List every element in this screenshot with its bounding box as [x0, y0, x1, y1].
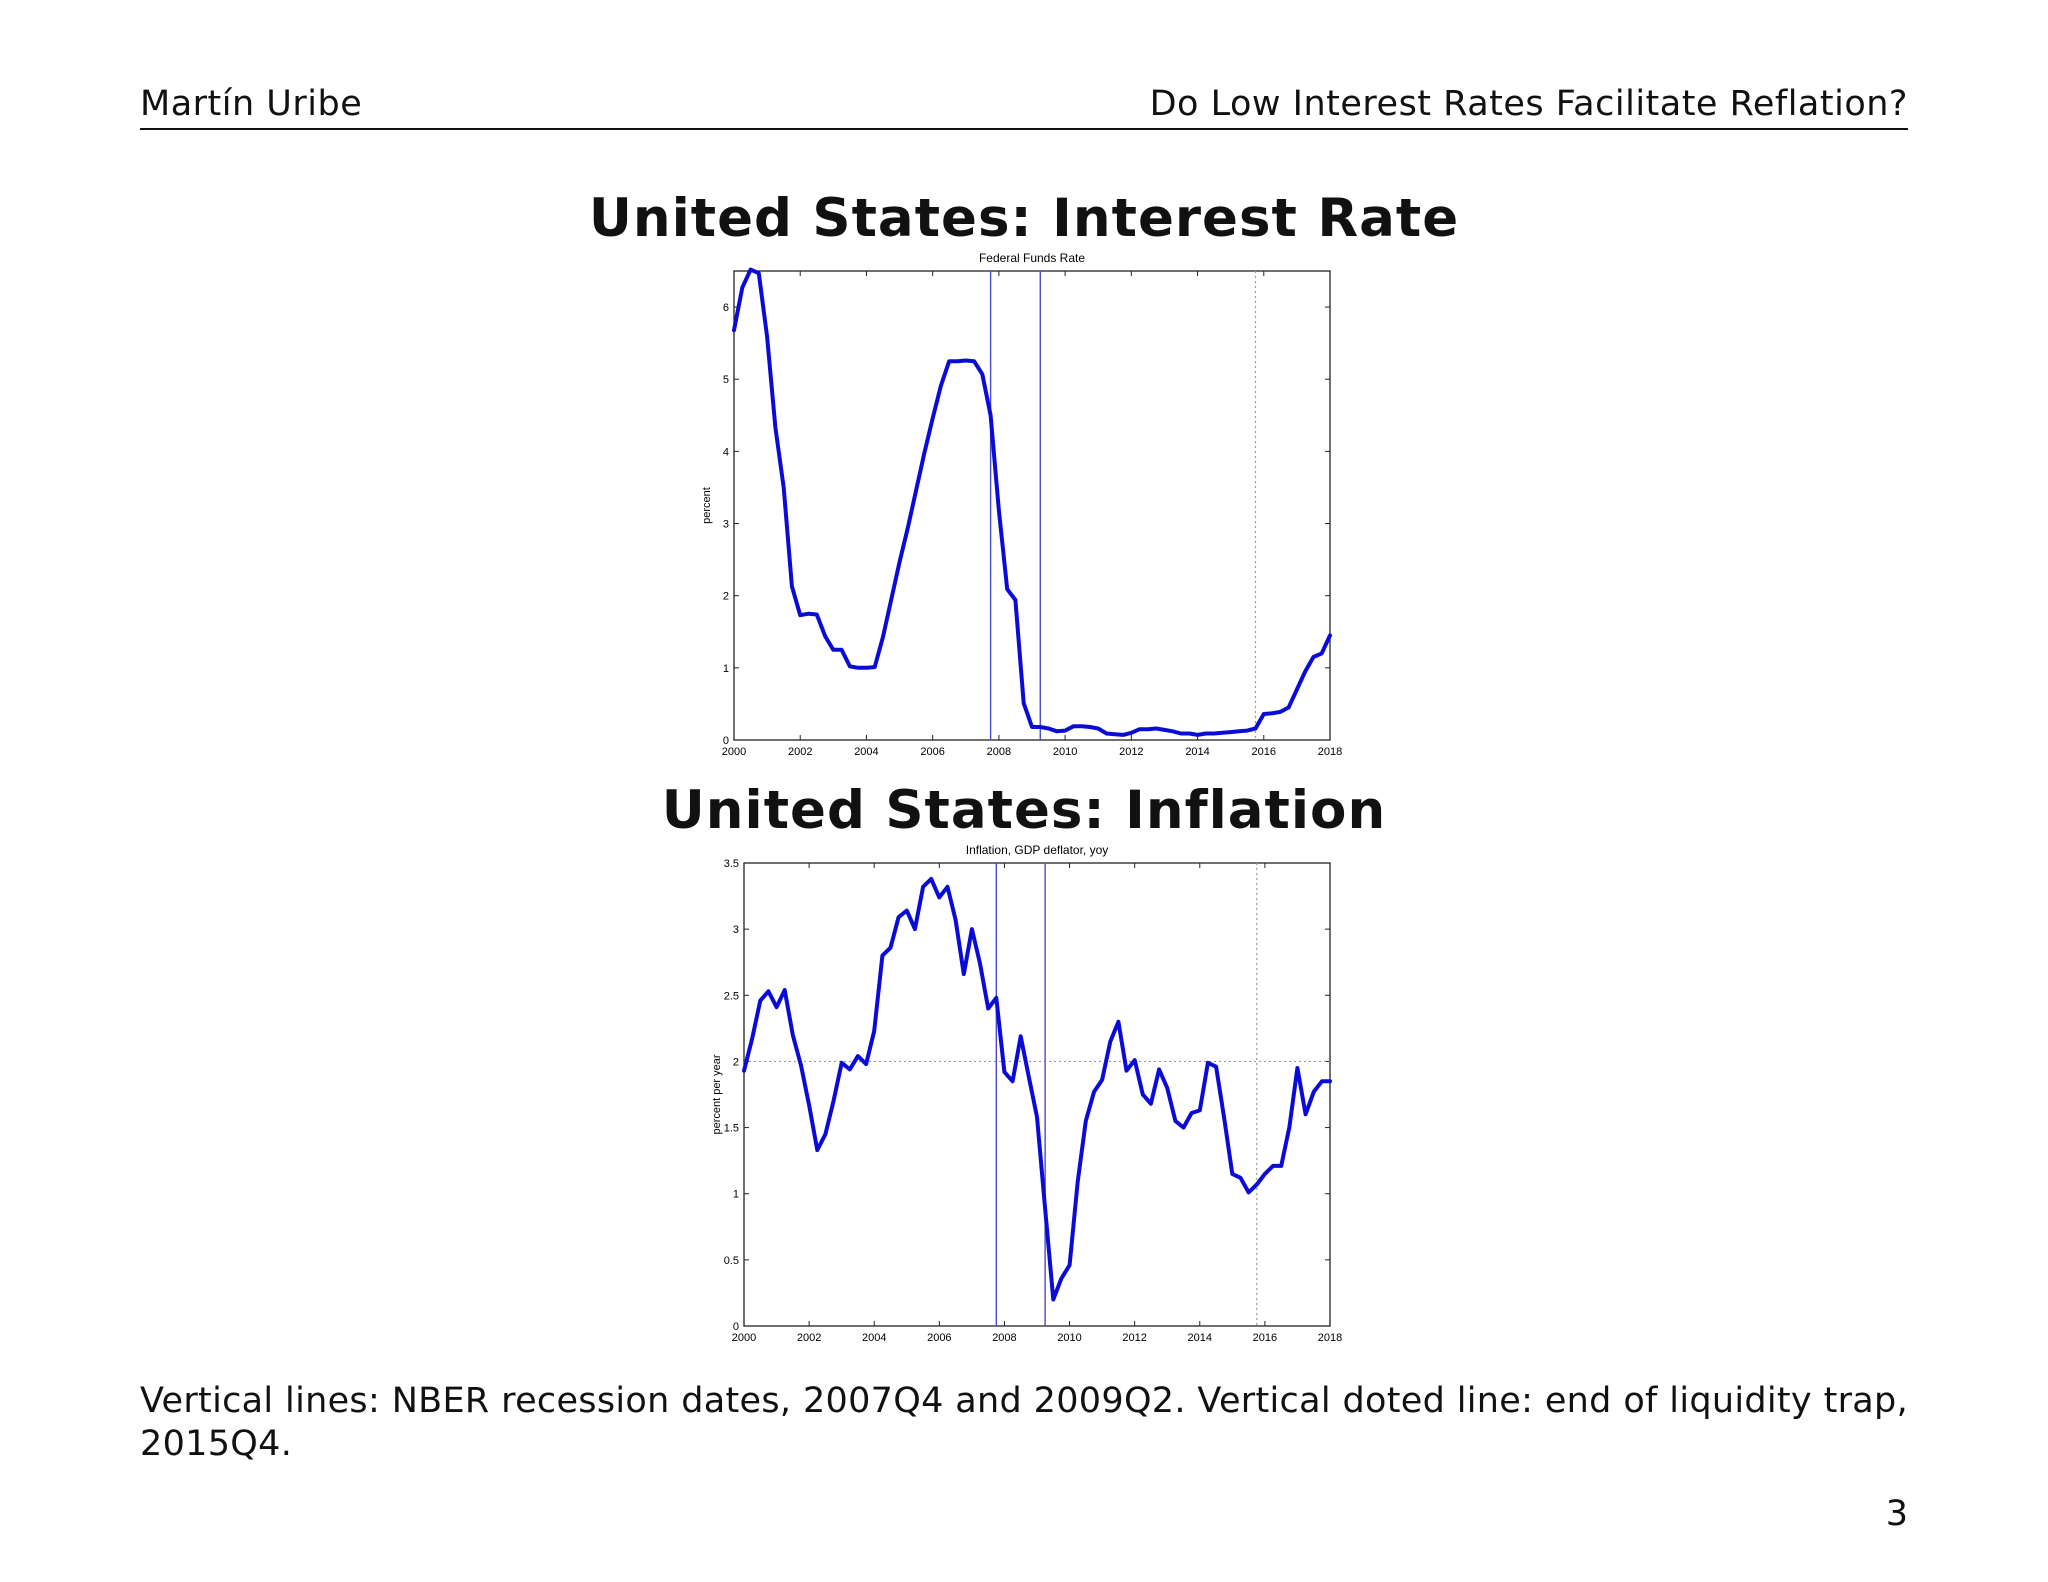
figure-caption: Vertical lines: NBER recession dates, 20…	[140, 1381, 1908, 1464]
x-tick-label: 2008	[992, 1332, 1016, 1344]
y-tick-label: 0	[723, 735, 729, 747]
slide-header: Martín Uribe Do Low Interest Rates Facil…	[140, 84, 1908, 130]
x-tick-label: 2002	[788, 746, 812, 758]
x-tick-label: 2010	[1057, 1332, 1081, 1344]
x-tick-label: 2012	[1119, 746, 1143, 758]
y-tick-label: 2.5	[724, 990, 739, 1002]
y-tick-label: 2	[733, 1056, 739, 1068]
y-axis-label: percent	[701, 487, 713, 524]
chart-title: Federal Funds Rate	[979, 251, 1085, 265]
page-number: 3	[1885, 1494, 1908, 1534]
slide-deck-title: Do Low Interest Rates Facilitate Reflati…	[1149, 84, 1908, 124]
series-line	[742, 876, 1332, 1302]
y-tick-label: 0	[733, 1321, 739, 1333]
x-tick-label: 2004	[854, 746, 878, 758]
x-tick-label: 2014	[1188, 1332, 1212, 1344]
y-tick-label: 3	[733, 924, 739, 936]
x-tick-label: 2002	[797, 1332, 821, 1344]
x-tick-label: 2018	[1318, 1332, 1342, 1344]
x-tick-label: 2006	[920, 746, 944, 758]
chart-title: Inflation, GDP deflator, yoy	[966, 843, 1109, 857]
series-line	[732, 267, 1332, 737]
x-tick-label: 2018	[1318, 746, 1342, 758]
y-axis-label: percent per year	[711, 1054, 723, 1134]
y-tick-label: 4	[723, 446, 729, 458]
y-tick-label: 2	[723, 591, 729, 603]
x-tick-label: 2004	[862, 1332, 886, 1344]
x-tick-label: 2016	[1252, 746, 1276, 758]
plot-frame	[733, 270, 1331, 741]
y-tick-label: 0.5	[724, 1255, 739, 1267]
y-tick-label: 6	[723, 302, 729, 314]
federal-funds-rate-chart: Federal Funds Rate percent 2000 2002 2004 200…	[701, 251, 1342, 758]
x-tick-label: 2010	[1053, 746, 1077, 758]
y-tick-label: 1.5	[724, 1123, 739, 1135]
x-tick-label: 2000	[722, 746, 746, 758]
x-tick-label: 2000	[732, 1332, 756, 1344]
y-tick-label: 1	[733, 1189, 739, 1201]
inflation-heading: United States: Inflation	[661, 780, 1387, 841]
y-tick-label: 1	[723, 663, 729, 675]
y-tick-label: 3.5	[724, 858, 739, 870]
author-name: Martín Uribe	[140, 84, 363, 124]
inflation-chart: Inflation, GDP deflator, yoy percent per …	[711, 843, 1342, 1344]
x-tick-label: 2006	[927, 1332, 951, 1344]
x-tick-label: 2008	[987, 746, 1011, 758]
interest-rate-heading: United States: Interest Rate	[588, 188, 1460, 249]
x-tick-label: 2014	[1185, 746, 1209, 758]
y-tick-label: 3	[723, 519, 729, 531]
x-tick-label: 2016	[1253, 1332, 1277, 1344]
y-tick-label: 5	[723, 374, 729, 386]
x-tick-label: 2012	[1122, 1332, 1146, 1344]
plot-frame	[743, 862, 1331, 1327]
